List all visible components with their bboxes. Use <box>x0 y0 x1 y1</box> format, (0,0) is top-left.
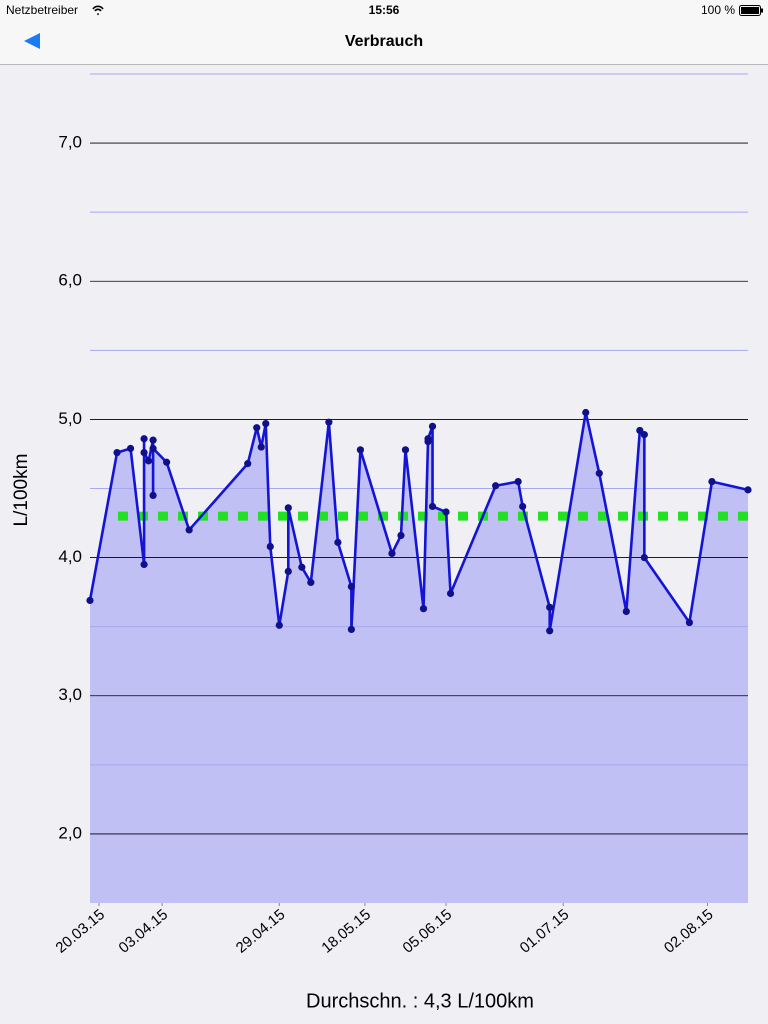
data-point <box>492 482 500 490</box>
x-tick-label: 29.04.15 <box>233 906 289 957</box>
data-point <box>140 435 148 443</box>
y-tick-label: 5,0 <box>58 409 82 428</box>
data-point <box>163 458 171 466</box>
y-tick-label: 6,0 <box>58 271 82 290</box>
data-point <box>86 596 94 605</box>
data-point <box>514 477 522 486</box>
y-tick-label: 3,0 <box>58 685 82 704</box>
data-point <box>140 560 148 569</box>
data-point <box>149 436 157 444</box>
data-point <box>708 477 716 486</box>
data-point <box>275 621 283 629</box>
data-point <box>424 435 432 443</box>
data-point <box>546 627 554 635</box>
wifi-icon <box>92 5 104 16</box>
x-tick-label: 18.05.15 <box>318 906 374 957</box>
x-tick-label: 05.06.15 <box>400 906 456 957</box>
data-point <box>262 419 270 428</box>
battery-text: 100 % <box>701 3 735 17</box>
y-tick-label: 7,0 <box>58 133 82 152</box>
nav-title: Verbrauch <box>345 33 423 50</box>
data-point <box>582 408 590 417</box>
data-point <box>744 486 752 494</box>
data-point <box>149 444 157 453</box>
data-point <box>419 605 428 613</box>
top-bar <box>0 0 768 64</box>
data-point <box>253 424 261 432</box>
data-point <box>266 542 274 551</box>
data-point <box>519 502 527 511</box>
data-point <box>622 607 630 616</box>
data-point <box>126 444 135 453</box>
data-point <box>113 448 121 457</box>
x-tick-label: 03.04.15 <box>116 906 172 957</box>
data-point <box>307 578 315 587</box>
data-point <box>640 431 648 439</box>
data-point <box>149 491 157 500</box>
data-point <box>356 446 365 454</box>
back-button[interactable] <box>24 33 40 49</box>
data-point <box>446 589 455 598</box>
carrier: Netzbetreiber <box>6 3 78 17</box>
y-tick-label: 2,0 <box>58 823 82 842</box>
data-point <box>442 508 450 516</box>
x-tick-label: 02.08.15 <box>661 906 717 957</box>
data-point <box>298 563 306 571</box>
data-point <box>685 618 694 627</box>
data-point <box>428 502 437 511</box>
data-point <box>640 553 648 562</box>
data-point <box>284 567 292 576</box>
y-axis-label: L/100km <box>11 454 32 527</box>
data-point <box>595 469 603 477</box>
data-point <box>388 549 396 558</box>
data-point <box>144 457 153 465</box>
data-point <box>140 448 148 457</box>
battery-icon <box>739 5 763 16</box>
data-point <box>397 531 405 540</box>
data-point <box>546 603 554 611</box>
average-label: Durchschn. : 4,3 L/100km <box>306 990 534 1012</box>
x-tick-label: 01.07.15 <box>517 906 573 957</box>
data-point <box>347 625 355 634</box>
data-point <box>325 418 333 426</box>
data-point <box>428 422 437 430</box>
data-point <box>284 504 292 512</box>
area-fill <box>90 412 748 903</box>
plot: 2,0 3,0 4,0 5,0 6,0 7,0 20.03.15 03.04.15 29.04.… <box>52 73 752 957</box>
data-point <box>244 460 252 468</box>
y-tick-label: 4,0 <box>58 547 82 566</box>
data-point <box>185 526 193 534</box>
data-point <box>347 582 355 591</box>
data-point <box>334 538 342 546</box>
clock: 15:56 <box>369 3 400 17</box>
x-tick-label: 20.03.15 <box>52 906 108 957</box>
data-point <box>257 443 265 451</box>
data-point <box>401 446 410 454</box>
